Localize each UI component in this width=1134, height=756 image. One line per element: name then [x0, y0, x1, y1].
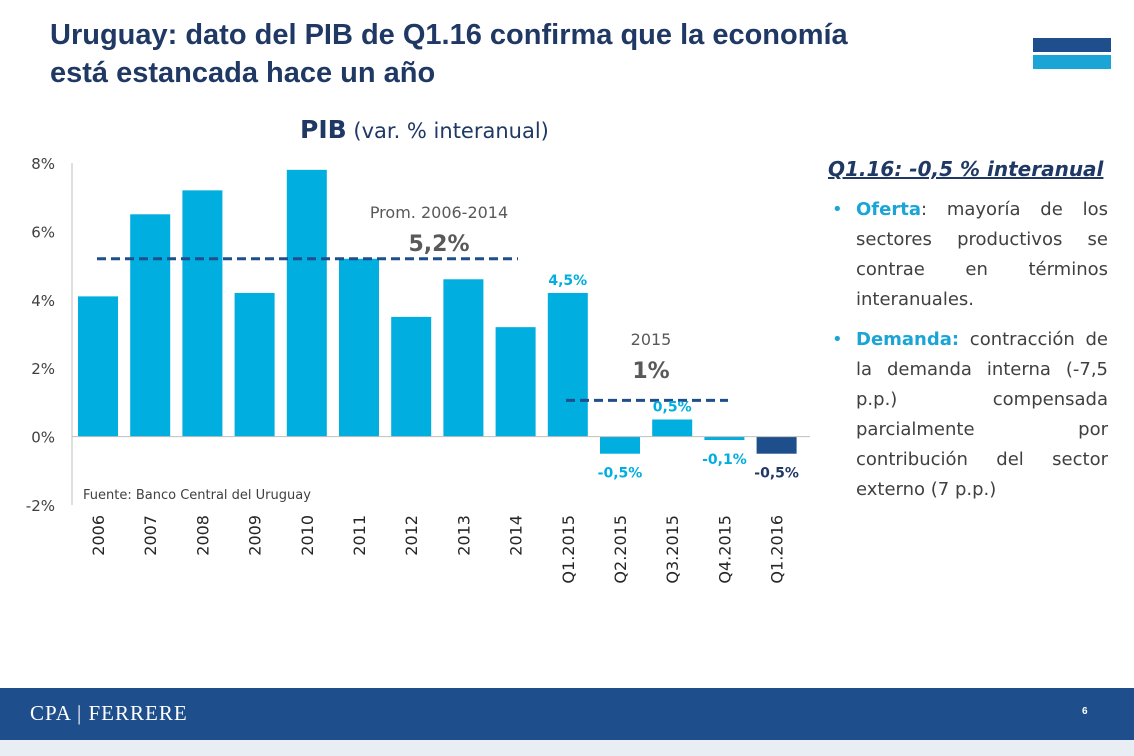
- corner-logo-bars: [1033, 38, 1111, 69]
- chart-source: Fuente: Banco Central del Uruguay: [83, 488, 311, 503]
- gdp-bar-chart: 8%6%4%2%0%-2% Prom. 2006-20145,2%20151% …: [26, 155, 810, 584]
- bar: [756, 436, 797, 454]
- x-tick-label: 2008: [193, 515, 212, 556]
- avg-2006-2014-value: 5,2%: [408, 232, 469, 257]
- x-tick-label: 2010: [298, 515, 317, 556]
- avg-2006-2014-label: Prom. 2006-2014: [370, 203, 508, 222]
- x-tick-label: Q2.2015: [611, 515, 630, 584]
- avg-2015-value: 1%: [632, 359, 669, 384]
- bullet-demand: • Demanda: contracción de la demanda inte…: [828, 325, 1108, 505]
- y-tick-label: -2%: [26, 497, 55, 515]
- data-label: -0,1%: [702, 452, 747, 468]
- data-label: 0,5%: [653, 400, 692, 416]
- data-label: -0,5%: [754, 466, 799, 482]
- bar: [286, 169, 327, 437]
- y-axis: 8% 6% 4% 2% 0% -2%: [26, 155, 73, 515]
- panel-bullets: • Oferta: mayoría de los sectores product…: [828, 195, 1108, 505]
- bar: [78, 296, 118, 437]
- y-tick-label: 0%: [31, 429, 55, 447]
- reference-lines-group: Prom. 2006-2014 5,2% 2015 1%: [97, 203, 728, 402]
- slide-title: Uruguay: dato del PIB de Q1.16 confirma …: [50, 16, 990, 92]
- summary-panel: Q1.16: -0,5 % interanual • Oferta: mayorí…: [828, 157, 1108, 515]
- data-label: 4,5%: [548, 273, 587, 289]
- slide-title-line-1: Uruguay: dato del PIB de Q1.16 confirma …: [50, 19, 848, 51]
- x-tick-label: 2007: [141, 515, 160, 556]
- bar: [443, 279, 484, 437]
- bullet-demand-text: contracción de la demanda interna (-7,5 …: [856, 329, 1108, 500]
- y-tick-label: 4%: [31, 292, 55, 310]
- bar: [182, 190, 223, 437]
- x-tick-label: 2014: [507, 515, 526, 556]
- y-tick-label: 8%: [31, 155, 55, 173]
- chart-title-subtitle: (var. % interanual): [353, 119, 549, 143]
- x-tick-label: Q1.2015: [559, 515, 578, 584]
- bar: [234, 292, 275, 437]
- bar: [600, 436, 640, 454]
- bar: [339, 258, 379, 437]
- bullet-supply-key: Oferta: [856, 199, 921, 220]
- bar: [652, 419, 693, 437]
- slide-title-line-2: está estancada hace un año: [50, 57, 436, 89]
- x-tick-label: Q1.2016: [768, 515, 787, 584]
- x-tick-label: Q3.2015: [663, 515, 682, 584]
- bullet-supply-text: : mayoría de los sectores productivos se…: [856, 199, 1108, 310]
- bullet-dot-icon: •: [832, 329, 843, 350]
- chart-title-bold: PIB: [300, 115, 347, 144]
- bar: [130, 214, 171, 437]
- x-tick-label: 2006: [89, 515, 108, 556]
- footer-bar: CPA | FERRERE 6: [0, 688, 1134, 740]
- bars-group: [72, 169, 810, 454]
- x-tick-label: 2012: [402, 515, 421, 556]
- panel-heading: Q1.16: -0,5 % interanual: [828, 157, 1104, 181]
- bullet-demand-key: Demanda:: [856, 329, 960, 350]
- y-tick-label: 6%: [31, 223, 55, 241]
- footer-strip: [0, 740, 1134, 756]
- x-axis: 2006 2007 2008 2009 2010 2011 2012 2013 2014 Q1.2…: [89, 515, 787, 584]
- avg-2015-label: 2015: [631, 330, 672, 349]
- brand-logo: CPA | FERRERE: [30, 701, 188, 725]
- bar: [704, 436, 745, 441]
- x-tick-label: 2013: [454, 515, 473, 556]
- x-tick-label: Q4.2015: [715, 515, 734, 584]
- x-tick-label: 2011: [350, 515, 369, 556]
- page-number: 6: [1082, 706, 1088, 717]
- chart-title: PIB (var. % interanual): [300, 115, 549, 144]
- x-tick-label: 2009: [246, 515, 265, 556]
- bar: [495, 327, 536, 437]
- y-tick-label: 2%: [31, 360, 55, 378]
- data-labels-group: 4,5% -0,5% 0,5% -0,1% -0,5%: [548, 273, 799, 482]
- bar: [547, 292, 588, 437]
- bullet-supply: • Oferta: mayoría de los sectores product…: [828, 195, 1108, 315]
- data-label: -0,5%: [598, 466, 643, 482]
- bullet-dot-icon: •: [832, 199, 843, 220]
- bar: [391, 316, 432, 437]
